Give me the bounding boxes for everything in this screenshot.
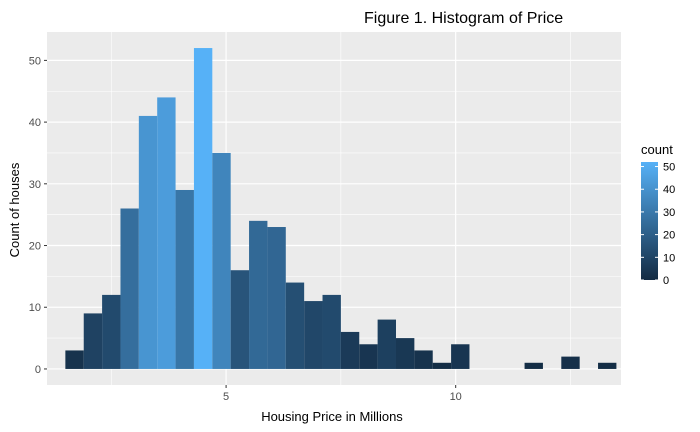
histogram-bar [285, 282, 305, 369]
y-tick-label: 0 [35, 364, 41, 376]
legend-ticks: 0 10 20 30 40 50 [641, 162, 675, 287]
histogram-bar [193, 48, 213, 369]
histogram-bar [340, 331, 360, 369]
legend-tick-label: 20 [663, 230, 675, 242]
x-axis: 5 10 [223, 385, 462, 403]
y-tick-label: 50 [29, 55, 41, 67]
x-axis-label: Housing Price in Millions [261, 409, 403, 424]
legend-tick-label: 50 [663, 162, 675, 174]
legend-tick-label: 40 [663, 184, 675, 196]
y-tick-label: 10 [29, 302, 41, 314]
histogram-bar [267, 227, 286, 369]
histogram-bar [304, 301, 323, 369]
y-tick-label: 30 [29, 179, 41, 191]
histogram-bar [451, 344, 470, 369]
legend-title: count [641, 142, 673, 157]
histogram-bar [175, 189, 194, 369]
histogram-bar [377, 319, 396, 369]
histogram-bar [322, 294, 341, 369]
y-tick-label: 40 [29, 117, 41, 129]
histogram-bar [432, 362, 452, 369]
histogram-bar [524, 362, 543, 369]
histogram-bar [395, 338, 415, 369]
histogram-bar [230, 270, 250, 369]
histogram-bar [138, 115, 158, 369]
legend-tick-label: 30 [663, 207, 675, 219]
legend-colorbar [641, 162, 658, 280]
histogram-bar [83, 313, 103, 369]
histogram-bar [120, 208, 139, 369]
y-axis-label: Count of houses [7, 162, 22, 257]
legend: count 0 10 20 30 40 50 [641, 142, 675, 287]
histogram-bar [249, 220, 268, 369]
histogram-bars [65, 48, 617, 369]
y-tick-label: 20 [29, 241, 41, 253]
histogram-bar [102, 294, 121, 369]
histogram-bar [598, 362, 617, 369]
histogram-bar [65, 350, 84, 369]
legend-tick-label: 10 [663, 252, 675, 264]
histogram-bar [414, 350, 433, 369]
chart-title: Figure 1. Histogram of Price [364, 10, 563, 27]
histogram-bar [212, 152, 231, 369]
x-tick-label: 5 [223, 391, 229, 403]
histogram-bar [359, 344, 378, 369]
histogram-bar [561, 356, 580, 369]
y-axis: 0 10 20 30 40 50 [29, 55, 47, 376]
legend-tick-label: 0 [663, 275, 669, 287]
x-tick-label: 10 [450, 391, 462, 403]
histogram-bar [157, 97, 176, 369]
